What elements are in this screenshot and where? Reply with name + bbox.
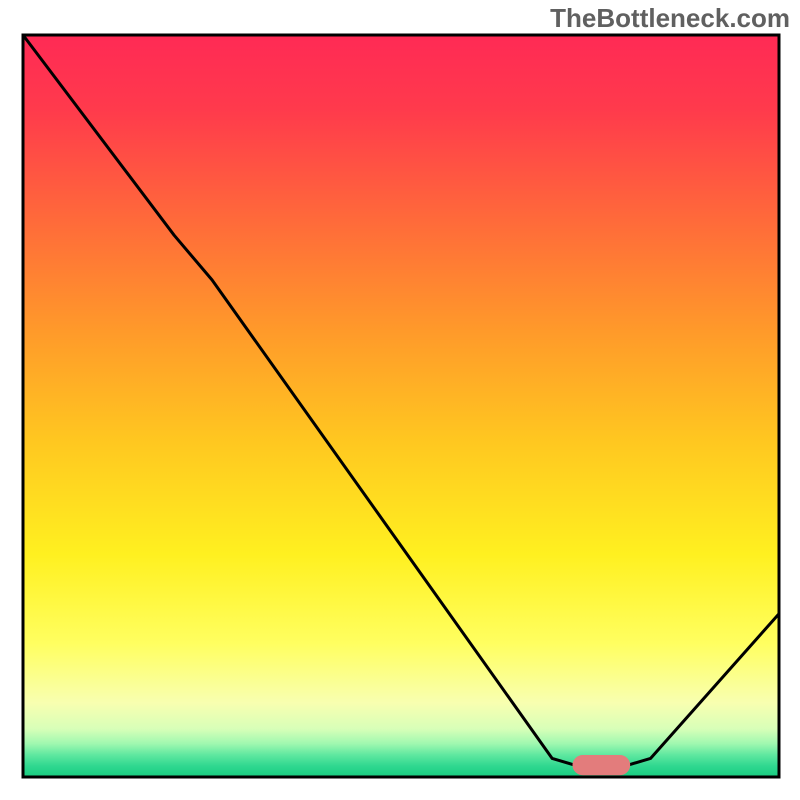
optimal-marker	[573, 755, 630, 774]
bottleneck-chart	[0, 0, 800, 800]
chart-container: TheBottleneck.com	[0, 0, 800, 800]
gradient-background	[23, 35, 779, 777]
watermark-text: TheBottleneck.com	[550, 3, 790, 34]
